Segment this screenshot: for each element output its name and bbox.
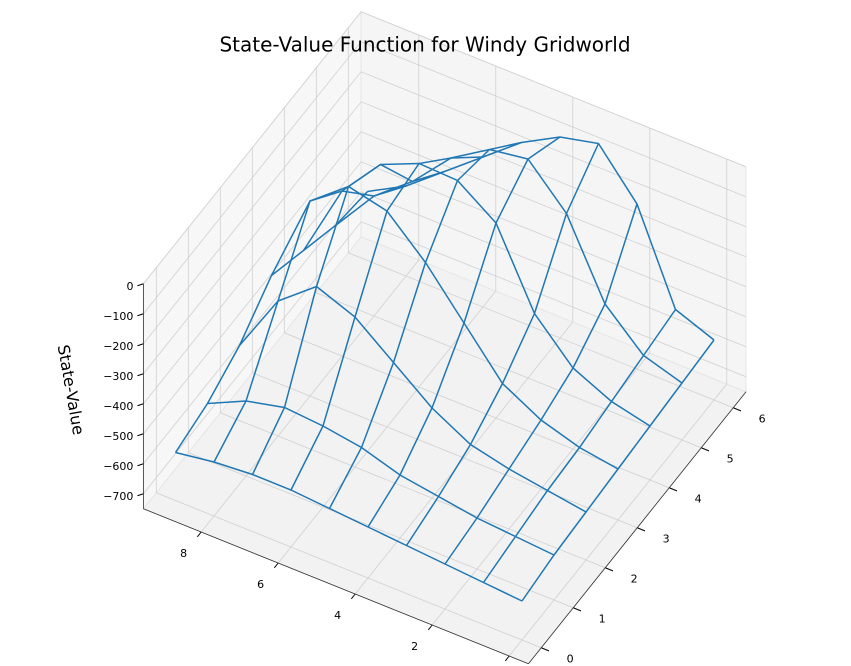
x-tick-label: 8 xyxy=(180,547,187,560)
z-tick-label: −600 xyxy=(103,460,133,473)
y-tick xyxy=(669,487,678,492)
wire-row xyxy=(207,400,555,556)
y-tick-label: 0 xyxy=(567,652,574,665)
y-tick-label: 3 xyxy=(663,532,670,545)
x-tick xyxy=(427,624,433,631)
wire-row xyxy=(270,185,619,470)
x-tick xyxy=(504,655,510,662)
wire-column xyxy=(521,339,715,602)
grid-line xyxy=(155,267,542,649)
wireframe xyxy=(174,136,715,602)
y-tick xyxy=(541,647,550,652)
grid-line xyxy=(143,191,747,465)
y-tick xyxy=(733,407,742,412)
wire-column xyxy=(482,309,677,583)
y-tick xyxy=(701,447,710,452)
wire-column xyxy=(444,203,638,565)
grid-line xyxy=(277,66,497,564)
z-tick-label: −400 xyxy=(103,400,133,413)
z-tick-label: −500 xyxy=(103,430,133,443)
z-tick xyxy=(137,343,144,347)
z-tick-label: −300 xyxy=(103,370,133,383)
x-tick-label: 4 xyxy=(334,609,341,622)
y-axis-line xyxy=(528,391,747,664)
x-tick xyxy=(350,593,356,600)
wire-column xyxy=(174,190,369,453)
z-tick xyxy=(137,373,144,377)
grid-line xyxy=(508,159,728,657)
z-tick-label: −700 xyxy=(103,490,133,503)
y-tick-label: 2 xyxy=(631,572,638,585)
grid-line xyxy=(143,131,747,405)
z-tick xyxy=(137,493,144,497)
y-tick-label: 1 xyxy=(599,612,606,625)
grid-line xyxy=(219,187,606,569)
labels: 0246801234560−100−200−300−400−500−600−70… xyxy=(103,280,765,666)
grid-line xyxy=(431,128,651,626)
grid-line xyxy=(187,227,574,609)
y-tick xyxy=(637,527,646,532)
z-tick xyxy=(137,403,144,407)
wire-row xyxy=(367,136,715,341)
x-axis-line xyxy=(143,508,529,665)
x-tick-label: 2 xyxy=(411,640,418,653)
wire-column xyxy=(367,136,561,528)
grid-line xyxy=(354,97,574,595)
grid-line xyxy=(251,147,638,529)
wire-column xyxy=(405,143,600,546)
grid-line xyxy=(283,107,670,489)
wire-column xyxy=(328,141,522,509)
z-axis-label: State-Value xyxy=(54,343,89,436)
wire-row xyxy=(238,285,587,513)
z-tick-label: −100 xyxy=(103,310,133,323)
chart-title: State-Value Function for Windy Gridworld xyxy=(219,33,630,57)
y-tick-label: 5 xyxy=(727,452,734,465)
grid-line xyxy=(143,41,747,315)
y-tick xyxy=(605,567,614,572)
z-tick xyxy=(137,313,144,317)
wire-column xyxy=(213,185,407,463)
y-tick-label: 6 xyxy=(759,412,766,425)
z-tick xyxy=(137,283,144,287)
grid-line xyxy=(347,27,734,409)
wire-row xyxy=(335,148,683,384)
z-tick xyxy=(137,433,144,437)
grid-line xyxy=(315,67,702,449)
wire-row xyxy=(175,451,523,602)
z-tick-label: 0 xyxy=(126,280,133,293)
z-tick-label: −200 xyxy=(103,340,133,353)
x-tick xyxy=(196,531,202,538)
x-tick xyxy=(273,562,279,569)
y-tick xyxy=(573,607,582,612)
wire-column xyxy=(290,156,484,491)
y-tick-label: 4 xyxy=(695,492,702,505)
grid-line xyxy=(200,35,420,533)
grid-line xyxy=(143,71,747,345)
z-tick xyxy=(137,463,144,467)
grid-line xyxy=(143,101,747,375)
wire-column xyxy=(251,163,445,475)
x-tick-label: 6 xyxy=(257,578,264,591)
grid-line xyxy=(143,11,747,285)
